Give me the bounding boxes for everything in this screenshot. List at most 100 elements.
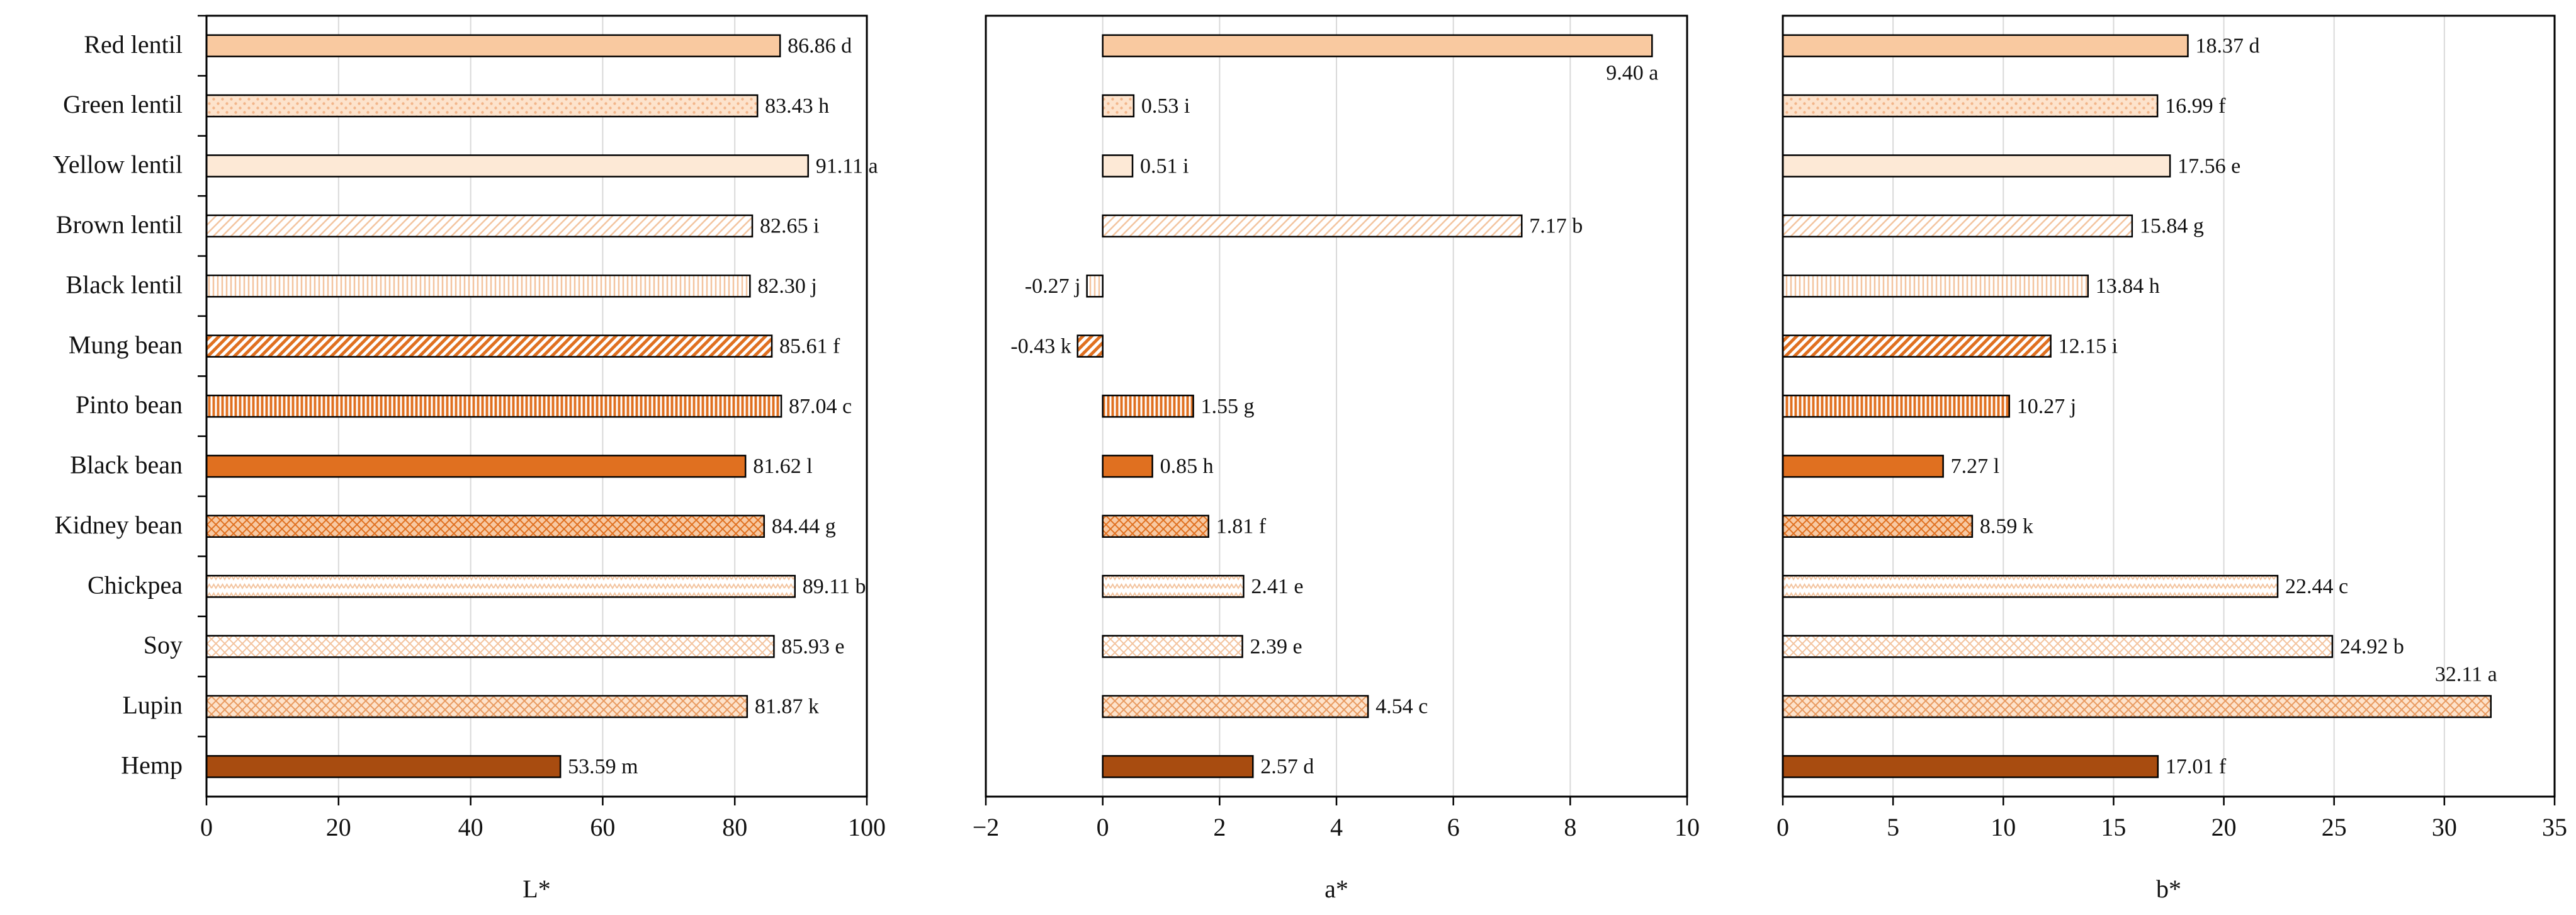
data-label: 1.55 g: [1201, 395, 1255, 418]
bar-black-lentil: [205, 274, 751, 298]
data-label: 22.44 c: [2285, 575, 2348, 598]
x-tick-label: 0: [200, 813, 213, 841]
data-label: -0.27 j: [1025, 275, 1081, 298]
x-tick-label: −2: [973, 813, 1000, 841]
x-tick-label: 6: [1447, 813, 1460, 841]
bar-soy: [1102, 635, 1243, 658]
data-label: 13.84 h: [2096, 275, 2160, 298]
x-tick-label: 100: [848, 813, 886, 841]
data-label: 17.01 f: [2166, 755, 2227, 778]
data-label: 0.51 i: [1140, 154, 1189, 178]
data-label: 24.92 b: [2340, 635, 2404, 658]
bar-green-lentil: [1102, 94, 1135, 118]
data-label: 7.27 l: [1951, 455, 1999, 478]
plot-frame: [205, 14, 868, 798]
data-label: 17.56 e: [2178, 154, 2240, 178]
data-label: 89.11 b: [803, 575, 866, 598]
bar-chickpea: [205, 574, 796, 598]
bar-pinto-bean: [1102, 394, 1194, 418]
data-label: 83.43 h: [765, 94, 829, 118]
x-tick-label: 8: [1564, 813, 1576, 841]
x-tick-label: 5: [1887, 813, 1899, 841]
category-label: Lupin: [122, 691, 183, 719]
bar-black-lentil: [1086, 274, 1104, 298]
x-tick-label: 20: [326, 813, 351, 841]
x-tick-label: 10: [1675, 813, 1700, 841]
category-label: Chickpea: [88, 571, 183, 599]
data-label: 16.99 f: [2165, 94, 2226, 118]
bar-kidney-bean: [1782, 514, 1974, 538]
x-axis-title: a*: [1325, 875, 1348, 903]
bar-kidney-bean: [1102, 514, 1209, 538]
bar-black-bean: [1782, 455, 1944, 478]
panel-b-star: 18.37 d 16.99 f 17.56 e 15.84 g 13.84 h 12.15…: [1777, 14, 2567, 903]
data-label: 18.37 d: [2195, 34, 2259, 57]
plot-frame: [1782, 14, 2556, 798]
data-label: 12.15 i: [2059, 334, 2118, 358]
data-label: 2.41 e: [1251, 575, 1303, 598]
data-label: 10.27 j: [2017, 395, 2076, 418]
bar-red-lentil: [1782, 34, 2189, 57]
panel-a-star: 9.40 a 0.53 i 0.51 i 7.17 b -0.27 j -0.43 k 1.…: [973, 14, 1700, 903]
data-label: 85.93 e: [781, 635, 844, 658]
data-label: 85.61 f: [779, 334, 840, 358]
x-tick-label: 10: [1991, 813, 2016, 841]
bar-red-lentil: [1102, 34, 1653, 57]
data-label: 15.84 g: [2140, 215, 2204, 238]
bar-chickpea: [1102, 574, 1245, 598]
bar-hemp: [205, 755, 562, 778]
x-tick-label: 25: [2322, 813, 2347, 841]
category-label: Hemp: [121, 751, 183, 779]
x-axis-title: b*: [2156, 875, 2181, 903]
bar-lupin: [1102, 695, 1369, 719]
bar-brown-lentil: [1102, 214, 1523, 238]
bar-hemp: [1102, 755, 1254, 778]
category-label: Pinto bean: [76, 390, 183, 419]
x-tick-label: 0: [1777, 813, 1789, 841]
data-label: 0.85 h: [1160, 455, 1214, 478]
category-label: Green lentil: [63, 90, 183, 118]
x-tick-label: 30: [2432, 813, 2457, 841]
bar-brown-lentil: [205, 214, 754, 238]
data-label: 2.57 d: [1260, 755, 1314, 778]
bar-yellow-lentil: [1102, 154, 1134, 178]
category-label: Yellow lentil: [53, 151, 183, 179]
x-tick-label: 0: [1097, 813, 1109, 841]
bar-pinto-bean: [1782, 394, 2010, 418]
data-label: 87.04 c: [789, 395, 852, 418]
data-label: 7.17 b: [1529, 215, 1583, 238]
category-label: Black lentil: [65, 270, 183, 298]
data-label: 81.62 l: [753, 455, 812, 478]
panel-L-star: 86.86 d 83.43 h 91.11 a 82.65 i 82.30 j 85.61…: [53, 14, 886, 903]
x-tick-label: 4: [1330, 813, 1343, 841]
bar-lupin: [205, 695, 749, 719]
bar-soy: [1782, 635, 2334, 658]
bar-black-lentil: [1782, 274, 2089, 298]
data-label: 9.40 a: [1606, 61, 1658, 84]
bar-kidney-bean: [205, 514, 765, 538]
data-label: 2.39 e: [1250, 635, 1302, 658]
data-label: 82.65 i: [760, 215, 819, 238]
data-label: 0.53 i: [1141, 94, 1190, 118]
bar-hemp: [1782, 755, 2159, 778]
data-label: 32.11 a: [2435, 663, 2497, 686]
category-label: Kidney bean: [55, 511, 183, 539]
x-tick-label: 15: [2101, 813, 2126, 841]
x-tick-label: 80: [722, 813, 747, 841]
bar-lupin: [1782, 695, 2492, 719]
bar-black-bean: [205, 455, 747, 478]
bar-black-bean: [1102, 455, 1153, 478]
bar-yellow-lentil: [1782, 154, 2171, 178]
bar-soy: [205, 635, 775, 658]
category-label: Mung bean: [69, 331, 183, 359]
category-label: Brown lentil: [56, 210, 183, 239]
bar-chickpea: [1782, 574, 2279, 598]
bar-mung-bean: [1782, 334, 2052, 358]
x-tick-label: 40: [458, 813, 483, 841]
x-tick-label: 2: [1213, 813, 1226, 841]
data-label: 53.59 m: [568, 755, 638, 778]
data-label: 91.11 a: [816, 154, 878, 178]
x-tick-label: 60: [590, 813, 615, 841]
bar-green-lentil: [1782, 94, 2159, 118]
